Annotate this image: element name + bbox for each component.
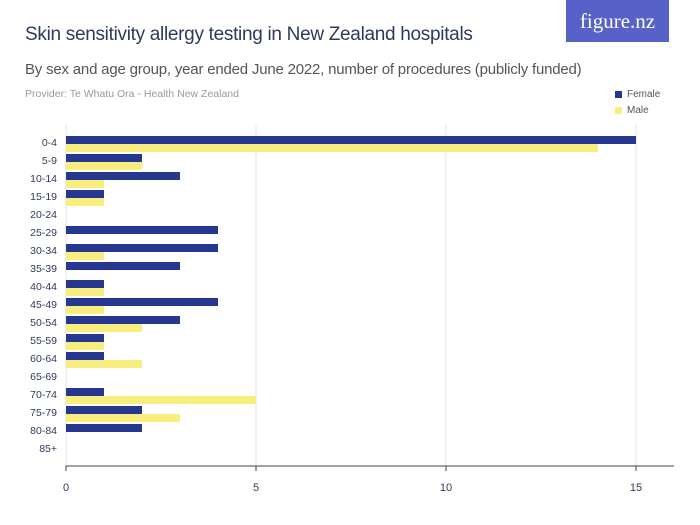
logo-text: figure.nz xyxy=(579,8,656,33)
legend-label-male: Male xyxy=(627,105,649,116)
x-tick-label: 0 xyxy=(63,482,69,494)
bar-female xyxy=(66,244,218,252)
bar-female xyxy=(66,352,104,360)
bar-female xyxy=(66,190,104,198)
x-tick-label: 10 xyxy=(440,482,452,494)
bar-female xyxy=(66,280,104,288)
legend-swatch-male xyxy=(615,107,622,114)
provider-note: Provider: Te Whatu Ora - Health New Zeal… xyxy=(25,88,239,100)
bar-female xyxy=(66,298,218,306)
bar-female xyxy=(66,172,180,180)
bar-male xyxy=(66,288,104,296)
y-tick-label: 5-9 xyxy=(42,155,57,167)
y-tick-label: 35-39 xyxy=(30,263,57,275)
y-tick-label: 75-79 xyxy=(30,407,57,419)
legend-swatch-female xyxy=(615,91,622,98)
bar-male xyxy=(66,306,104,314)
y-tick-label: 55-59 xyxy=(30,335,57,347)
x-tick-label: 5 xyxy=(253,482,259,494)
bar-female xyxy=(66,262,180,270)
y-tick-label: 85+ xyxy=(39,443,57,455)
bar-female xyxy=(66,316,180,324)
bar-female xyxy=(66,226,218,234)
y-tick-label: 25-29 xyxy=(30,227,57,239)
bar-male xyxy=(66,324,142,332)
bar-male xyxy=(66,342,104,350)
y-tick-label: 80-84 xyxy=(30,425,57,437)
y-tick-label: 40-44 xyxy=(30,281,57,293)
y-tick-label: 15-19 xyxy=(30,191,57,203)
y-tick-label: 70-74 xyxy=(30,389,57,401)
bar-female xyxy=(66,406,142,414)
bar-female xyxy=(66,334,104,342)
y-tick-label: 30-34 xyxy=(30,245,57,257)
bar-male xyxy=(66,180,104,188)
bar-female xyxy=(66,154,142,162)
bar-male xyxy=(66,144,598,152)
x-tick-label: 15 xyxy=(630,482,642,494)
chart-subtitle: By sex and age group, year ended June 20… xyxy=(25,61,582,78)
y-tick-label: 50-54 xyxy=(30,317,57,329)
figure-nz-logo[interactable]: figure.nz xyxy=(566,0,669,42)
bar-female xyxy=(66,136,636,144)
y-tick-label: 20-24 xyxy=(30,209,57,221)
chart-title: Skin sensitivity allergy testing in New … xyxy=(25,24,473,45)
bar-male xyxy=(66,198,104,206)
bar-female xyxy=(66,424,142,432)
y-tick-label: 10-14 xyxy=(30,173,57,185)
y-tick-label: 65-69 xyxy=(30,371,57,383)
bar-male xyxy=(66,396,256,404)
bar-male xyxy=(66,360,142,368)
legend-label-female: Female xyxy=(627,89,661,100)
y-tick-label: 0-4 xyxy=(42,137,57,149)
bar-male xyxy=(66,414,180,422)
bar-female xyxy=(66,388,104,396)
y-tick-label: 60-64 xyxy=(30,353,57,365)
bar-male xyxy=(66,162,142,170)
y-tick-label: 45-49 xyxy=(30,299,57,311)
bar-male xyxy=(66,252,104,260)
